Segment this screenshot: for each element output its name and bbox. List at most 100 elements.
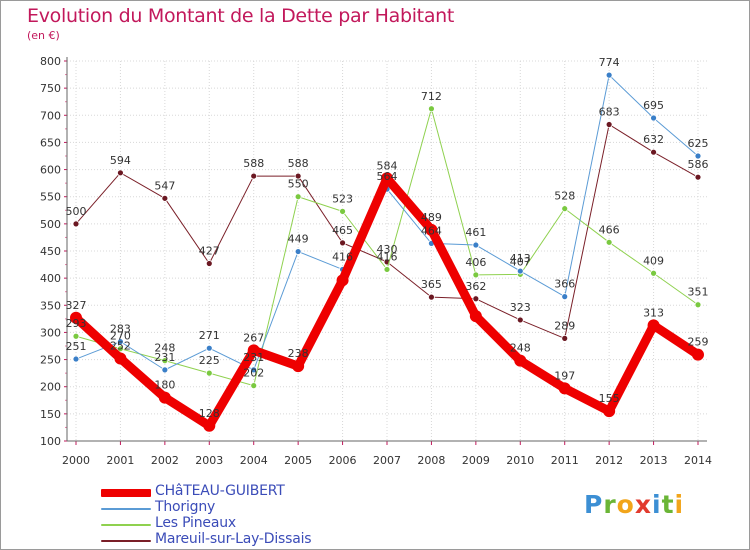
data-label: 427 (199, 244, 220, 257)
data-label: 362 (465, 280, 486, 293)
data-label: 283 (110, 323, 131, 336)
data-point (516, 267, 524, 275)
legend-swatch (101, 524, 151, 526)
data-point (650, 269, 657, 277)
data-point (117, 345, 124, 353)
data-point (472, 271, 480, 279)
data-point (650, 114, 657, 122)
x-tick-label: 2003 (195, 454, 223, 467)
data-label: 464 (421, 224, 442, 237)
data-point (203, 419, 216, 432)
series-2 (72, 105, 702, 390)
data-point (294, 172, 302, 180)
data-label: 289 (554, 319, 575, 332)
data-label: 267 (243, 331, 264, 344)
data-label: 248 (510, 342, 531, 355)
x-tick-label: 2000 (62, 454, 90, 467)
data-label: 625 (688, 137, 709, 150)
data-label: 523 (332, 192, 353, 205)
legend-swatch (101, 540, 151, 542)
data-label: 231 (154, 351, 175, 364)
data-label: 465 (332, 224, 353, 237)
data-label: 586 (688, 158, 709, 171)
x-tick-labels: 2000 2001 2002 2003 2004 2005 2006 2007 2008 2009… (62, 454, 712, 467)
data-point (70, 311, 82, 324)
data-point (250, 366, 258, 374)
series-lines (70, 71, 704, 432)
data-point (561, 293, 569, 301)
data-point (161, 366, 169, 374)
data-point (161, 357, 169, 365)
data-label: 466 (599, 223, 620, 236)
logo-letter: x (634, 490, 652, 519)
data-labels: 327 252 180 128 267 238 584 489 248 197 155 313 259 2… (66, 56, 709, 420)
y-tick-label: 600 (40, 164, 61, 177)
data-point (383, 266, 391, 273)
data-point (339, 239, 346, 247)
data-label: 449 (288, 233, 309, 246)
data-label: 155 (599, 392, 620, 405)
data-label: 528 (554, 190, 575, 203)
x-tick-label: 2009 (462, 454, 490, 467)
data-point (516, 316, 524, 324)
data-point (336, 274, 349, 287)
logo-letter: P (584, 490, 604, 519)
y-tick-label: 100 (40, 435, 61, 448)
data-label: 632 (643, 133, 664, 146)
axes (64, 57, 707, 445)
data-point (205, 369, 213, 377)
y-tick-label: 400 (40, 272, 61, 285)
data-label: 683 (599, 106, 620, 119)
data-point (205, 260, 213, 267)
data-point (605, 71, 613, 79)
data-point (117, 169, 124, 177)
data-point (514, 354, 527, 367)
x-tick-label: 2004 (240, 454, 268, 467)
data-label: 406 (465, 256, 486, 269)
data-point (561, 205, 569, 213)
data-label: 293 (66, 317, 87, 330)
data-point (603, 405, 616, 418)
y-tick-label: 800 (40, 55, 61, 68)
data-label: 416 (377, 250, 398, 263)
data-label: 248 (154, 342, 175, 355)
y-tick-label: 700 (40, 109, 61, 122)
data-label: 231 (243, 351, 264, 364)
data-point (250, 382, 258, 390)
series-0 (70, 172, 704, 432)
data-label: 259 (688, 336, 709, 349)
data-label: 365 (421, 278, 442, 291)
data-point (647, 319, 660, 332)
data-point (469, 310, 482, 323)
data-label: 588 (243, 157, 264, 170)
chart-title: Evolution du Montant de la Dette par Hab… (27, 5, 455, 27)
logo-letter: i (674, 490, 685, 519)
legend-swatch (101, 489, 151, 497)
data-point (381, 172, 393, 185)
x-tick-label: 2002 (151, 454, 179, 467)
data-point (117, 338, 124, 346)
data-point (339, 207, 346, 215)
legend-label: Les Pineaux (155, 515, 236, 531)
data-point (605, 121, 613, 128)
data-label: 327 (66, 299, 87, 312)
unit-label: (en €) (27, 29, 60, 42)
y-tick-label: 750 (40, 82, 61, 95)
data-label: 550 (288, 178, 309, 191)
data-label: 416 (332, 250, 353, 263)
data-point (294, 248, 302, 255)
data-label: 500 (66, 205, 87, 218)
data-label: 407 (510, 255, 531, 268)
data-point (428, 105, 435, 113)
data-label: 695 (643, 99, 664, 112)
data-point (558, 382, 571, 395)
data-label: 409 (643, 254, 664, 267)
data-label: 202 (243, 367, 264, 380)
x-tick-label: 2006 (329, 454, 357, 467)
data-point (294, 193, 302, 201)
data-label: 584 (377, 159, 398, 172)
logo-letter: o (616, 490, 635, 519)
data-label: 180 (154, 379, 175, 392)
data-point (694, 152, 702, 160)
